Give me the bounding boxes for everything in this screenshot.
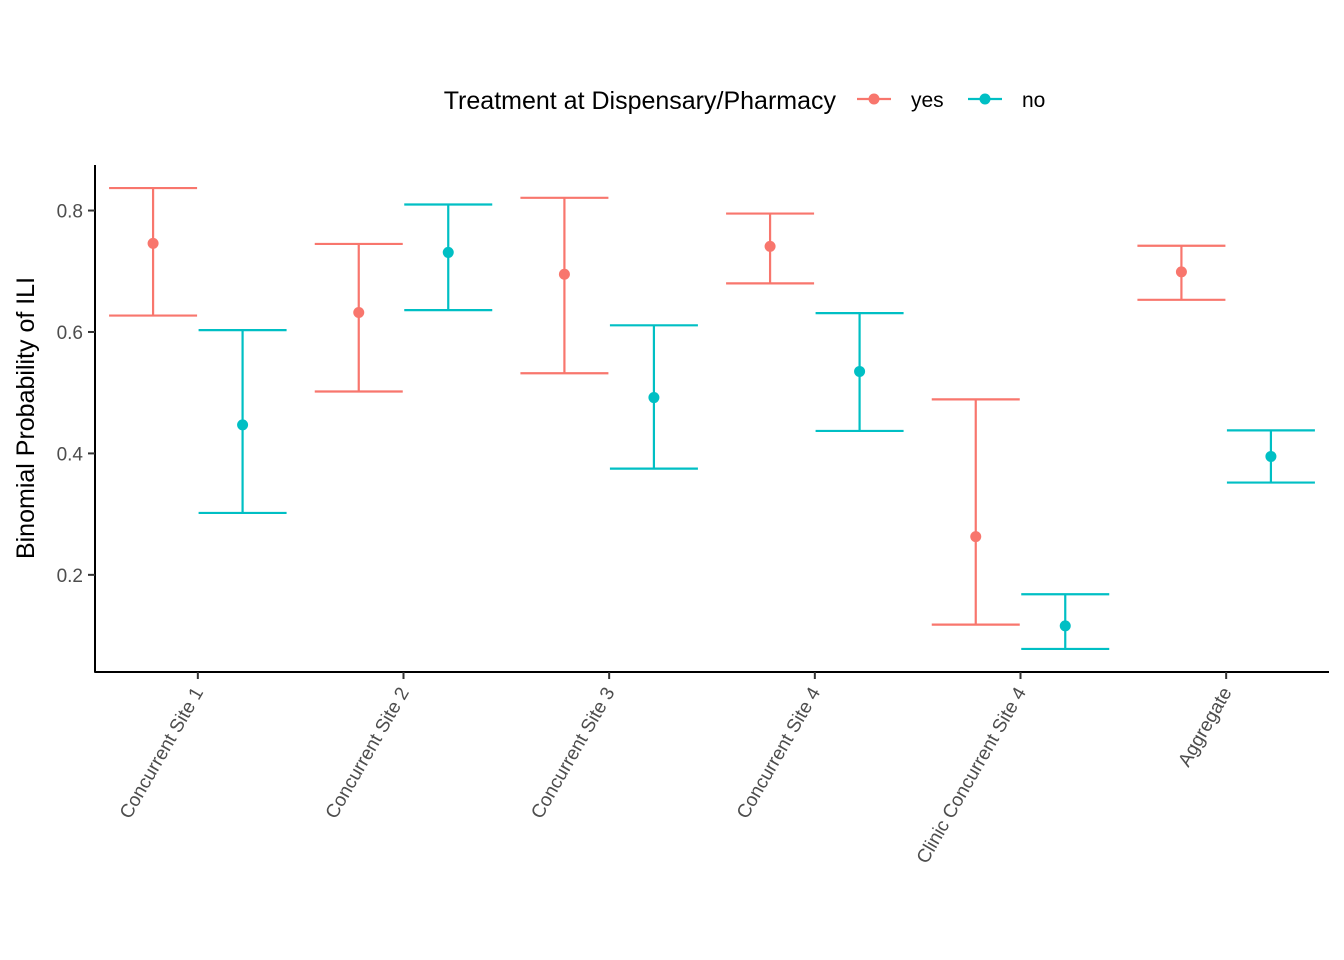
- y-axis-label: Binomial Probability of ILI: [12, 277, 40, 559]
- series-no: [198, 203, 1315, 651]
- marks: [109, 186, 1315, 651]
- x-tick-label: Concurrent Site 1: [116, 684, 208, 823]
- data-point: [442, 246, 454, 258]
- data-point: [854, 365, 866, 377]
- data-point: [764, 240, 776, 252]
- data-point: [648, 392, 660, 404]
- data-point: [353, 307, 365, 319]
- legend-items: yes no: [857, 89, 1045, 112]
- axes: 0.2 0.4 0.6 0.8 Concurrent Site 1 Concurrent …: [57, 165, 1329, 867]
- x-tick-label: Concurrent Site 2: [322, 684, 414, 823]
- data-point: [1059, 620, 1071, 632]
- x-tick-label: Concurrent Site 3: [527, 684, 619, 823]
- data-point: [237, 419, 249, 431]
- legend-key-point-no: [979, 93, 991, 105]
- y-tick-label: 0.8: [57, 202, 83, 223]
- legend-key-point-yes: [868, 93, 880, 105]
- series-yes: [109, 186, 1226, 626]
- x-tick-label: Clinic Concurrent Site 4: [913, 684, 1031, 868]
- x-tick-label: Aggregate: [1174, 684, 1236, 770]
- data-point: [147, 237, 159, 249]
- data-point: [1265, 450, 1277, 462]
- y-tick-label: 0.2: [57, 566, 83, 587]
- legend-title: Treatment at Dispensary/Pharmacy: [444, 87, 837, 115]
- data-point: [558, 268, 570, 280]
- data-point: [1175, 266, 1187, 278]
- data-point: [970, 531, 982, 543]
- legend-label-yes: yes: [911, 89, 944, 112]
- x-tick-label: Concurrent Site 4: [733, 684, 825, 823]
- y-tick-label: 0.4: [57, 444, 84, 465]
- legend: Treatment at Dispensary/Pharmacy yes no: [444, 87, 1046, 115]
- legend-label-no: no: [1022, 89, 1045, 112]
- y-tick-label: 0.6: [57, 323, 83, 344]
